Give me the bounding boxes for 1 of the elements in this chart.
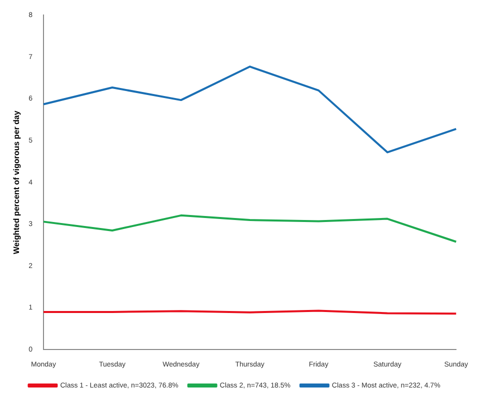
y-axis-title: Weighted percent of vigorous per day xyxy=(12,110,22,254)
